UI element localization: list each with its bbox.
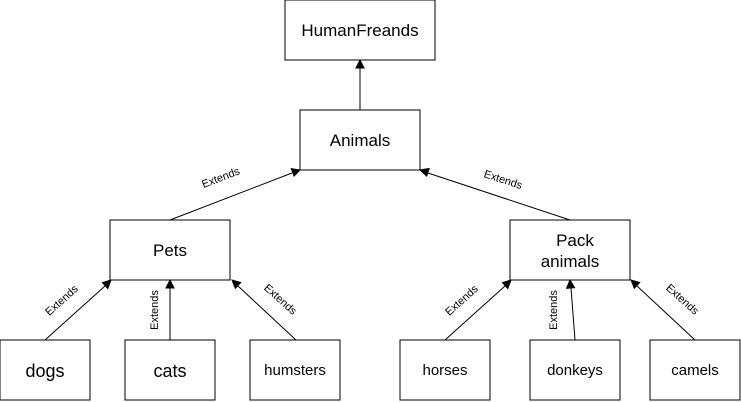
- node-humanfreands: HumanFreands: [284, 0, 436, 61]
- svg-text:dogs: dogs: [25, 361, 64, 381]
- edge-pets-to-animals: [169, 167, 302, 221]
- edge-label-pets-animals: Extends: [200, 165, 242, 191]
- svg-text:Pack: Pack: [556, 231, 594, 250]
- edge-pack-to-animals: [418, 167, 571, 221]
- node-dogs: dogs: [0, 339, 91, 401]
- node-pack-animals: Pack animals: [509, 219, 631, 281]
- svg-text:cats: cats: [153, 361, 186, 381]
- node-donkeys: donkeys: [529, 339, 621, 401]
- svg-text:humsters: humsters: [264, 362, 326, 379]
- edge-label-pack-animals: Extends: [482, 168, 524, 192]
- node-cats: cats: [124, 339, 216, 401]
- edge-donkeys-to-pack: [565, 278, 576, 341]
- svg-text:camels: camels: [671, 362, 719, 379]
- node-humsters: humsters: [249, 339, 341, 401]
- node-horses: horses: [399, 339, 491, 401]
- svg-text:Pets: Pets: [153, 241, 187, 260]
- node-animals: Animals: [299, 109, 421, 171]
- edge-cats-to-pets: [165, 278, 175, 340]
- edge-animals-to-root: [355, 58, 365, 110]
- svg-text:HumanFreands: HumanFreands: [301, 21, 418, 40]
- svg-text:Animals: Animals: [330, 131, 390, 150]
- edge-label-cats-pets: Extends: [149, 290, 161, 330]
- edge-label-camels-pack: Extends: [663, 282, 701, 318]
- svg-text:donkeys: donkeys: [547, 362, 603, 379]
- edge-horses-to-pack: [444, 279, 512, 341]
- node-pets: Pets: [109, 219, 231, 281]
- edge-dogs-to-pets: [44, 279, 112, 341]
- edge-humsters-to-pets: [231, 279, 297, 341]
- node-camels: camels: [649, 339, 741, 401]
- edge-label-donkeys-pack: Extends: [548, 290, 560, 330]
- edge-camels-to-pack: [630, 279, 696, 341]
- svg-text:animals: animals: [541, 252, 600, 271]
- svg-text:horses: horses: [422, 362, 467, 379]
